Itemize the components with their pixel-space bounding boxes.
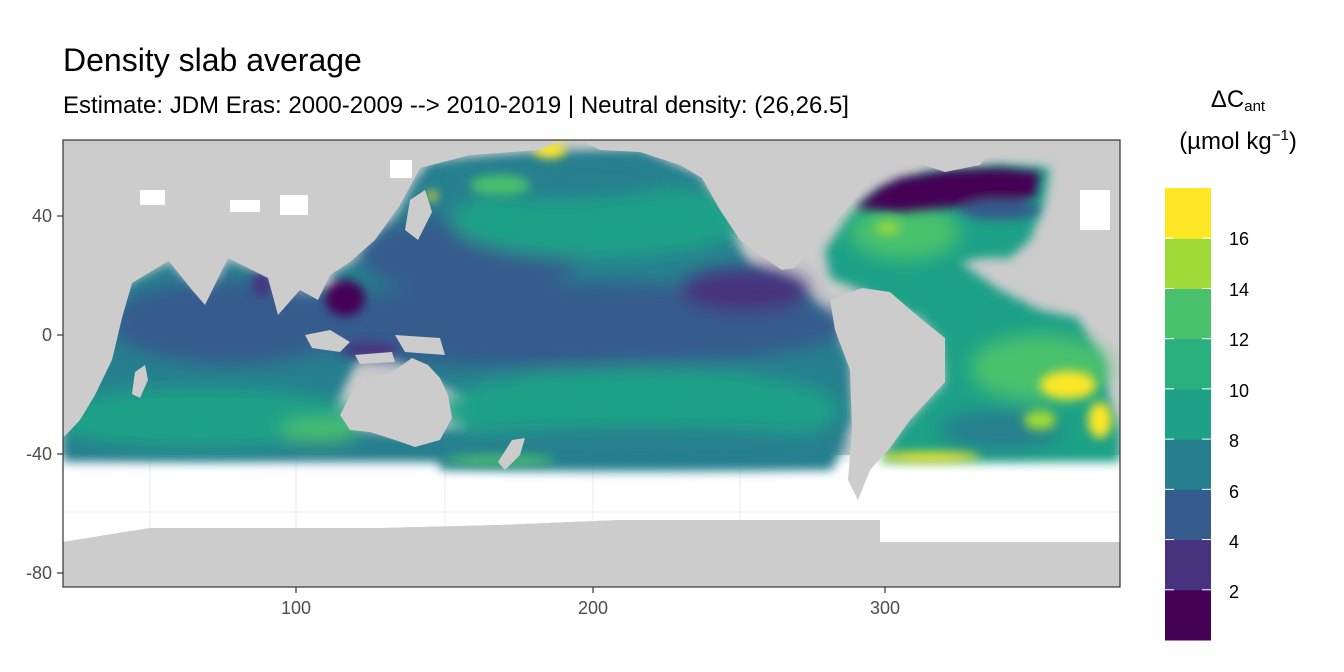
legend-label: 16 bbox=[1229, 229, 1250, 249]
south-pacific-outer bbox=[430, 427, 850, 463]
panel-frame bbox=[62, 139, 1121, 588]
indonesia bbox=[305, 330, 445, 364]
nodata-specks bbox=[140, 160, 1110, 230]
south-china-sea-low bbox=[325, 280, 365, 316]
bay-of-bengal-low bbox=[252, 272, 272, 296]
legend-label: 4 bbox=[1229, 532, 1240, 552]
madagascar bbox=[132, 365, 148, 398]
indian-green-patch bbox=[280, 418, 360, 442]
y-tick-labels: 40 0 -40 -80 bbox=[26, 206, 52, 583]
nodata-speck bbox=[230, 200, 260, 212]
x-tick-label: 200 bbox=[578, 598, 608, 618]
x-tick-labels: 100 200 300 bbox=[281, 598, 900, 618]
colorbar-bin bbox=[1165, 439, 1211, 490]
legend-colorbar bbox=[1165, 188, 1211, 641]
nodata-speck bbox=[390, 160, 412, 178]
y-tick-label: -40 bbox=[26, 444, 52, 464]
north-america bbox=[580, 140, 880, 270]
legend-label: 10 bbox=[1229, 381, 1250, 401]
north-atlantic-peak bbox=[876, 222, 900, 234]
axis-ticks bbox=[57, 215, 886, 593]
continents bbox=[63, 140, 1120, 587]
south-atlantic-peak bbox=[1040, 371, 1096, 399]
legend-label: 14 bbox=[1229, 280, 1250, 300]
subpolar-edge bbox=[960, 200, 1040, 220]
legend-title: ΔCant (µmol kg−1) bbox=[1160, 86, 1316, 156]
eastern-tropical-pacific bbox=[680, 268, 810, 312]
south-atlantic-mid bbox=[1024, 410, 1056, 430]
map-subtitle: Estimate: JDM Eras: 2000-2009 --> 2010-2… bbox=[63, 92, 849, 119]
x-tick-label: 300 bbox=[870, 598, 900, 618]
australia bbox=[340, 358, 452, 447]
map-panel bbox=[63, 140, 1120, 587]
legend-label: 2 bbox=[1229, 582, 1240, 602]
colorbar-bin bbox=[1165, 388, 1211, 440]
colorbar-bin bbox=[1165, 288, 1211, 340]
map-title: Density slab average bbox=[63, 42, 362, 78]
africa bbox=[63, 140, 170, 438]
legend-title-unit: (µmol kg−1) bbox=[1179, 127, 1297, 156]
antarctica bbox=[63, 520, 1120, 587]
legend-label: 6 bbox=[1229, 482, 1240, 502]
kuroshio-green bbox=[470, 175, 530, 195]
north-pacific-subtropical bbox=[450, 182, 750, 258]
colorbar-bin bbox=[1165, 188, 1211, 239]
colorbar-bin bbox=[1165, 238, 1211, 289]
colorbar-bin bbox=[1165, 589, 1211, 641]
legend-label: 8 bbox=[1229, 431, 1240, 451]
legend-title-main: ΔCant bbox=[1210, 86, 1266, 115]
colorbar-bin bbox=[1165, 539, 1211, 591]
new-zealand bbox=[498, 438, 525, 470]
y-tick-label: 0 bbox=[42, 325, 52, 345]
asia bbox=[63, 140, 560, 315]
legend-label: 12 bbox=[1229, 330, 1250, 350]
nodata-speck bbox=[1080, 190, 1110, 230]
nodata-speck bbox=[280, 195, 308, 215]
greenland bbox=[900, 140, 1000, 172]
south-america bbox=[830, 288, 945, 500]
y-tick-label: -80 bbox=[26, 563, 52, 583]
southern-edge-yellow bbox=[880, 452, 980, 462]
x-tick-label: 100 bbox=[281, 598, 311, 618]
north-atlantic-gyre bbox=[850, 204, 960, 260]
japan bbox=[405, 190, 432, 240]
colorbar-bin bbox=[1165, 338, 1211, 390]
y-tick-label: 40 bbox=[32, 206, 52, 226]
colorbar-bin bbox=[1165, 489, 1211, 541]
africa-west bbox=[1040, 140, 1120, 350]
nodata-speck bbox=[140, 190, 165, 205]
kuroshio-peak bbox=[427, 191, 437, 201]
benguela-peak bbox=[1088, 402, 1112, 438]
